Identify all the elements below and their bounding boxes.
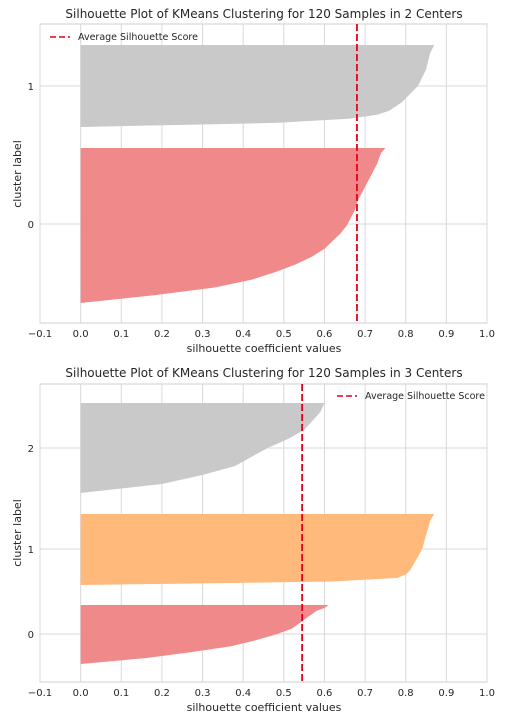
silhouette-area-cluster-1 (80, 45, 435, 127)
x-axis-label: silhouette coefficient values (187, 342, 342, 355)
silhouette-areas (80, 403, 435, 664)
chart-title: Silhouette Plot of KMeans Clustering for… (65, 7, 462, 21)
y-axis-label: cluster label (11, 499, 24, 567)
x-tick-label: 0.8 (398, 329, 414, 340)
x-tick-label: 1.0 (479, 329, 495, 340)
y-tick-label: 1 (28, 82, 34, 93)
silhouette-area-cluster-1 (80, 514, 435, 585)
x-tick-label: 1.0 (479, 688, 495, 699)
x-tick-label: 0.2 (154, 688, 170, 699)
x-tick-label: 0.5 (276, 688, 292, 699)
x-axis-label: silhouette coefficient values (187, 701, 342, 714)
y-tick-label: 2 (28, 444, 34, 455)
y-axis-label: cluster label (11, 140, 24, 208)
legend: Average Silhouette Score (337, 391, 485, 402)
silhouette-area-cluster-0 (80, 148, 386, 303)
x-tick-label: 0.4 (235, 329, 251, 340)
x-tick-label: 0.0 (73, 329, 89, 340)
x-tick-label: 0.7 (357, 688, 373, 699)
legend-label: Average Silhouette Score (365, 391, 485, 402)
x-tick-label: 0.1 (113, 688, 129, 699)
x-tick-label: 0.8 (398, 688, 414, 699)
y-tick-label: 1 (28, 545, 34, 556)
x-tick-label: 0.3 (195, 688, 211, 699)
x-tick-label: 0.6 (317, 329, 333, 340)
chart-title: Silhouette Plot of KMeans Clustering for… (65, 366, 462, 380)
x-tick-labels: −0.1 0.0 0.1 0.2 0.3 0.4 0.5 0.6 0.7 0.8 0.9 1.0 (28, 329, 495, 340)
x-tick-label: 0.6 (317, 688, 333, 699)
x-tick-label: 0.7 (357, 329, 373, 340)
legend-label: Average Silhouette Score (78, 32, 198, 43)
x-tick-label: 0.5 (276, 329, 292, 340)
x-tick-label: 0.9 (438, 688, 454, 699)
legend: Average Silhouette Score (50, 32, 198, 43)
x-tick-label: 0.2 (154, 329, 170, 340)
y-tick-label: 0 (28, 630, 34, 641)
silhouette-plot-3-centers: −0.1 0.0 0.1 0.2 0.3 0.4 0.5 0.6 0.7 0.8 0.9 1.0 0 1… (11, 366, 495, 714)
x-tick-label: 0.9 (438, 329, 454, 340)
y-tick-label: 0 (28, 220, 34, 231)
silhouette-areas (80, 45, 435, 303)
x-tick-label: −0.1 (28, 688, 52, 699)
silhouette-plot-2-centers: −0.1 0.0 0.1 0.2 0.3 0.4 0.5 0.6 0.7 0.8 0.9 1.0 01… (11, 7, 495, 355)
y-tick-labels: 0 1 2 (28, 444, 34, 641)
x-tick-labels: −0.1 0.0 0.1 0.2 0.3 0.4 0.5 0.6 0.7 0.8 0.9 1.0 (28, 688, 495, 699)
x-tick-label: 0.0 (73, 688, 89, 699)
silhouette-area-cluster-0 (80, 605, 329, 664)
x-tick-label: 0.1 (113, 329, 129, 340)
silhouette-area-cluster-2 (80, 403, 325, 493)
x-tick-label: 0.4 (235, 688, 251, 699)
x-tick-label: 0.3 (195, 329, 211, 340)
x-tick-label: −0.1 (28, 329, 52, 340)
y-tick-labels: 01 (28, 82, 34, 231)
